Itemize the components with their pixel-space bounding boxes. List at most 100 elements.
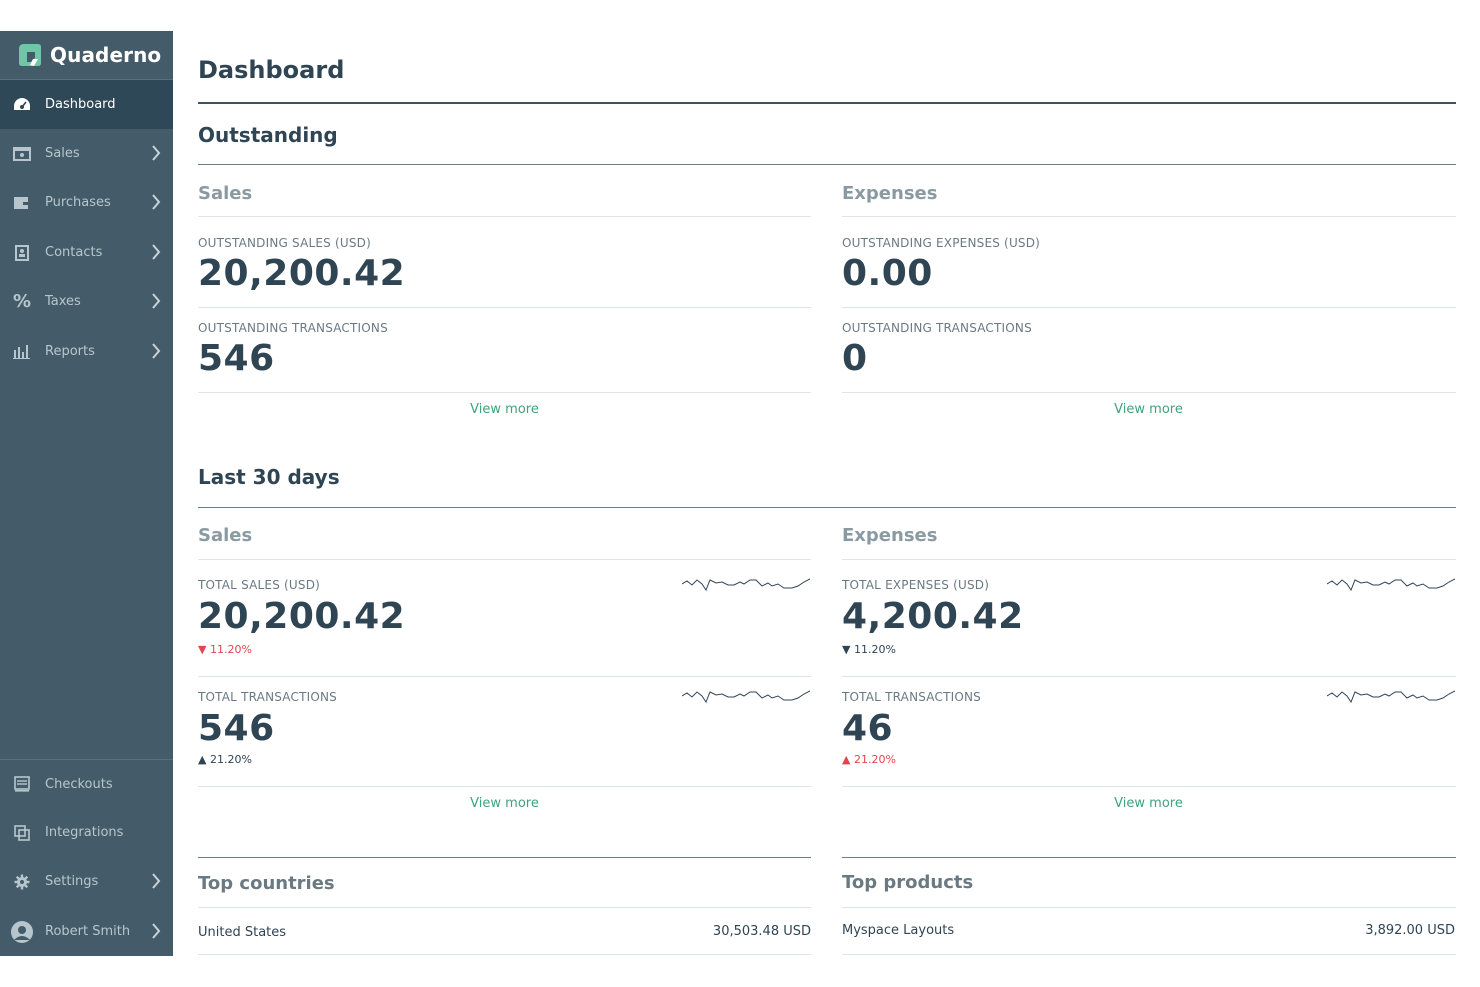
outstanding-sales-amount-label: OUTSTANDING SALES (USD): [198, 236, 371, 250]
chevron-right-icon: [152, 194, 161, 210]
page-title: Dashboard: [198, 56, 345, 84]
integrations-icon: [11, 823, 33, 843]
view-more-link[interactable]: View more: [1114, 796, 1183, 811]
divider: [198, 954, 811, 955]
divider: [842, 307, 1456, 308]
transactions-sparkline: [1327, 690, 1455, 704]
gear-icon: [11, 872, 33, 892]
divider: [842, 954, 1456, 955]
sidebar-item-user[interactable]: Robert Smith: [0, 907, 173, 956]
divider: [198, 307, 811, 308]
chevron-right-icon: [152, 293, 161, 309]
chevron-right-icon: [152, 873, 161, 889]
dashboard-gauge-icon: [11, 95, 33, 115]
section-title-last-30-days: Last 30 days: [198, 465, 340, 489]
outstanding-expenses-transactions: 0: [842, 338, 868, 379]
outstanding-expenses-title: Expenses: [842, 183, 938, 204]
chevron-right-icon: [152, 923, 161, 939]
sidebar-item-dashboard[interactable]: Dashboard: [0, 80, 173, 129]
product-name: Myspace Layouts: [842, 923, 955, 938]
last30-expenses-title: Expenses: [842, 525, 938, 546]
divider: [198, 216, 811, 217]
sidebar-item-sales[interactable]: Sales: [0, 129, 173, 178]
view-more-link[interactable]: View more: [470, 402, 539, 417]
divider: [842, 857, 1456, 858]
sidebar-item-contacts[interactable]: Contacts: [0, 228, 173, 277]
divider: [198, 392, 811, 393]
total-transactions-count: 546: [198, 708, 275, 749]
chevron-right-icon: [152, 244, 161, 260]
outstanding-sales-transactions-label: OUTSTANDING TRANSACTIONS: [198, 321, 388, 335]
divider: [198, 102, 1456, 104]
product-value: 3,892.00 USD: [1365, 923, 1455, 938]
sales-sparkline: [682, 578, 810, 592]
divider: [842, 786, 1456, 787]
sidebar-item-reports[interactable]: Reports: [0, 327, 173, 376]
divider: [842, 676, 1456, 677]
sidebar-item-settings[interactable]: Settings: [0, 857, 173, 906]
last30-sales-title: Sales: [198, 525, 253, 546]
expenses-sparkline: [1327, 578, 1455, 592]
outstanding-sales-transactions: 546: [198, 338, 275, 379]
divider: [198, 786, 811, 787]
sidebar-item-label: Integrations: [45, 825, 124, 840]
country-name: United States: [198, 925, 287, 940]
sidebar-item-label: Reports: [45, 344, 95, 359]
total-sales-label: TOTAL SALES (USD): [198, 578, 321, 592]
user-avatar-icon: [11, 920, 33, 943]
section-title-outstanding: Outstanding: [198, 123, 338, 147]
country-value: 30,503.48 USD: [712, 924, 811, 939]
divider: [198, 507, 1456, 508]
divider: [198, 559, 811, 560]
sidebar-item-integrations[interactable]: Integrations: [0, 808, 173, 857]
outstanding-sales-title: Sales: [198, 183, 253, 204]
sidebar-item-purchases[interactable]: Purchases: [0, 178, 173, 227]
brand[interactable]: Quaderno: [0, 31, 173, 80]
sidebar-item-taxes[interactable]: % Taxes: [0, 277, 173, 326]
outstanding-sales-amount: 20,200.42: [198, 253, 406, 294]
purchases-wallet-icon: [11, 193, 33, 213]
total-sales-amount: 20,200.42: [198, 596, 406, 637]
outstanding-expenses-amount: 0.00: [842, 253, 933, 294]
sidebar-item-label: Dashboard: [45, 97, 116, 112]
outstanding-expenses-transactions-label: OUTSTANDING TRANSACTIONS: [842, 321, 1032, 335]
divider: [842, 559, 1456, 560]
sidebar-item-label: Checkouts: [45, 776, 113, 792]
sidebar-item-label: Purchases: [45, 195, 111, 210]
total-expenses-delta: ▼ 11.20%: [842, 643, 896, 656]
quaderno-logo-icon: [18, 43, 42, 67]
divider: [842, 216, 1456, 217]
view-more-link[interactable]: View more: [1114, 402, 1183, 417]
divider: [198, 857, 811, 858]
percent-icon: %: [12, 291, 32, 312]
brand-name: Quaderno: [50, 43, 162, 67]
sidebar-item-label: Sales: [45, 146, 80, 161]
sales-receipt-icon: [11, 144, 33, 164]
outstanding-expenses-amount-label: OUTSTANDING EXPENSES (USD): [842, 236, 1041, 250]
sidebar-item-label: Contacts: [45, 245, 103, 260]
total-expenses-label: TOTAL EXPENSES (USD): [842, 578, 990, 592]
bar-chart-icon: [11, 342, 33, 362]
divider: [198, 676, 811, 677]
total-transactions-label: TOTAL TRANSACTIONS: [198, 690, 337, 704]
total-transactions-label: TOTAL TRANSACTIONS: [842, 690, 981, 704]
chevron-right-icon: [152, 145, 161, 161]
checkout-icon: [11, 774, 33, 794]
divider: [198, 164, 1456, 165]
view-more-link[interactable]: View more: [470, 796, 539, 811]
total-sales-delta: ▼ 11.20%: [198, 643, 252, 656]
top-products-title: Top products: [842, 872, 974, 893]
divider: [198, 907, 811, 908]
total-transactions-delta: ▲ 21.20%: [842, 753, 896, 766]
sidebar: Quaderno Dashboard Sales Purchases Conta…: [0, 31, 173, 956]
sidebar-item-label: Robert Smith: [45, 924, 131, 939]
total-expenses-amount: 4,200.42: [842, 596, 1024, 637]
chevron-right-icon: [152, 343, 161, 359]
divider: [842, 907, 1456, 908]
top-countries-title: Top countries: [198, 873, 335, 894]
sidebar-item-checkouts[interactable]: Checkouts: [0, 759, 173, 808]
sidebar-item-label: Settings: [45, 874, 99, 889]
total-transactions-count: 46: [842, 708, 894, 749]
contacts-card-icon: [11, 243, 33, 263]
divider: [842, 392, 1456, 393]
